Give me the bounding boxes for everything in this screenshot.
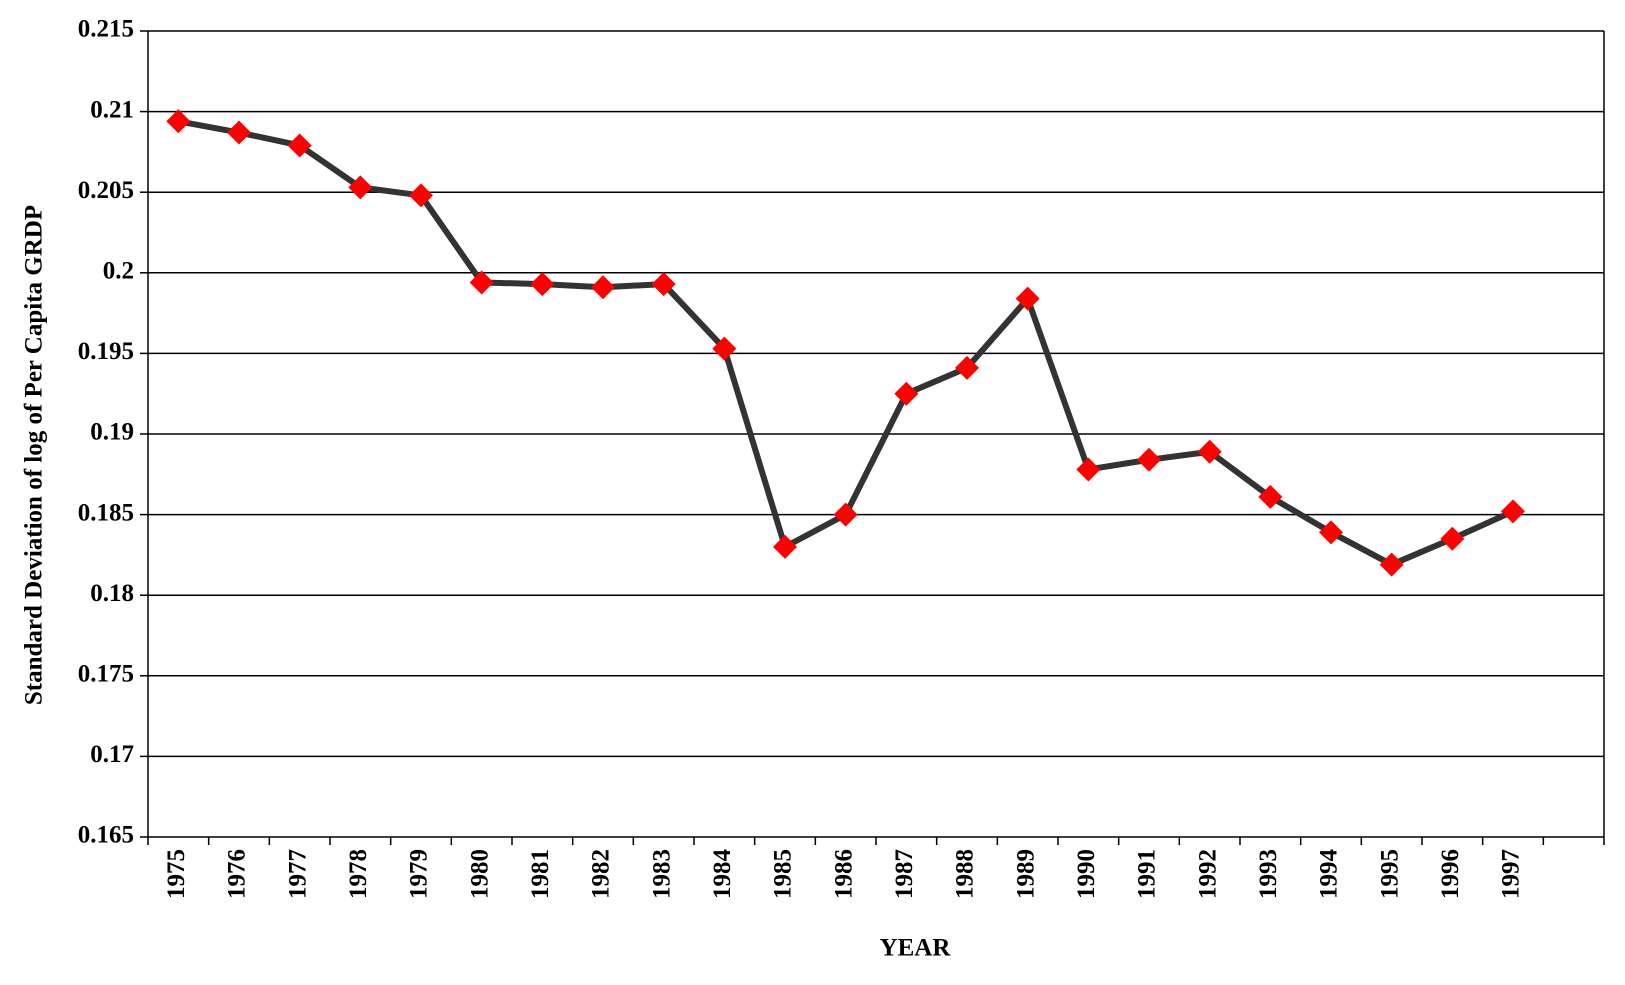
y-tick-label: 0.18 bbox=[90, 580, 134, 607]
marker bbox=[227, 120, 251, 145]
y-tick-label: 0.215 bbox=[78, 16, 134, 43]
x-tick-label: 1983 bbox=[648, 849, 675, 899]
x-tick-label: 1992 bbox=[1194, 849, 1221, 899]
y-tick-label: 0.185 bbox=[78, 499, 134, 526]
y-tick-label: 0.17 bbox=[90, 741, 134, 768]
marker bbox=[651, 272, 676, 297]
x-tick-label: 1984 bbox=[709, 849, 736, 900]
marker bbox=[773, 534, 797, 559]
x-axis-title: YEAR bbox=[880, 935, 952, 962]
x-tick-label: 1990 bbox=[1073, 849, 1100, 899]
marker bbox=[469, 270, 494, 295]
y-tick-label: 0.205 bbox=[78, 177, 134, 204]
marker bbox=[1015, 286, 1040, 311]
y-tick-label: 0.175 bbox=[78, 661, 134, 688]
y-tick-label: 0.19 bbox=[90, 419, 134, 446]
y-tick-label: 0.2 bbox=[103, 258, 134, 285]
x-tick-label: 1987 bbox=[891, 849, 918, 899]
marker bbox=[1137, 447, 1161, 472]
marker bbox=[530, 272, 555, 297]
x-tick-label: 1991 bbox=[1134, 849, 1161, 899]
y-tick-label: 0.21 bbox=[90, 96, 134, 123]
marker bbox=[591, 275, 615, 300]
marker bbox=[1440, 526, 1465, 551]
x-tick-label: 1978 bbox=[345, 849, 372, 899]
x-tick-label: 1993 bbox=[1255, 849, 1282, 899]
marker bbox=[1379, 552, 1404, 577]
marker bbox=[1076, 457, 1101, 482]
marker bbox=[894, 381, 919, 406]
line bbox=[177, 118, 1515, 568]
x-tick-label: 1997 bbox=[1498, 849, 1525, 899]
x-tick-label: 1985 bbox=[770, 849, 797, 899]
x-tick-label: 1989 bbox=[1012, 849, 1039, 899]
y-axis-title: Standard Deviation of log of Per Capita … bbox=[21, 205, 48, 705]
x-tick-label: 1981 bbox=[527, 849, 554, 899]
marker bbox=[287, 133, 312, 158]
x-tick-label: 1979 bbox=[406, 849, 433, 899]
x-tick-label: 1988 bbox=[952, 849, 979, 899]
marker bbox=[1197, 439, 1222, 464]
x-tick-label: 1975 bbox=[163, 849, 190, 899]
marker bbox=[348, 175, 373, 200]
marker bbox=[1501, 499, 1525, 524]
x-tick-label: 1976 bbox=[224, 849, 251, 899]
marker bbox=[833, 502, 858, 527]
x-tick-label: 1980 bbox=[466, 849, 493, 899]
x-tick-label: 1996 bbox=[1437, 849, 1464, 899]
y-tick-label: 0.195 bbox=[78, 338, 134, 365]
marker bbox=[1319, 520, 1343, 545]
marker bbox=[166, 109, 191, 134]
marker bbox=[712, 336, 737, 361]
x-tick-label: 1995 bbox=[1376, 849, 1403, 899]
x-tick-label: 1982 bbox=[588, 849, 615, 899]
marker bbox=[409, 183, 433, 208]
x-tick-label: 1977 bbox=[284, 849, 311, 899]
x-tick-label: 1994 bbox=[1316, 849, 1343, 900]
marker bbox=[955, 355, 979, 380]
x-tick-label: 1986 bbox=[830, 849, 857, 899]
marker bbox=[1258, 484, 1283, 509]
y-tick-label: 0.165 bbox=[78, 822, 134, 849]
